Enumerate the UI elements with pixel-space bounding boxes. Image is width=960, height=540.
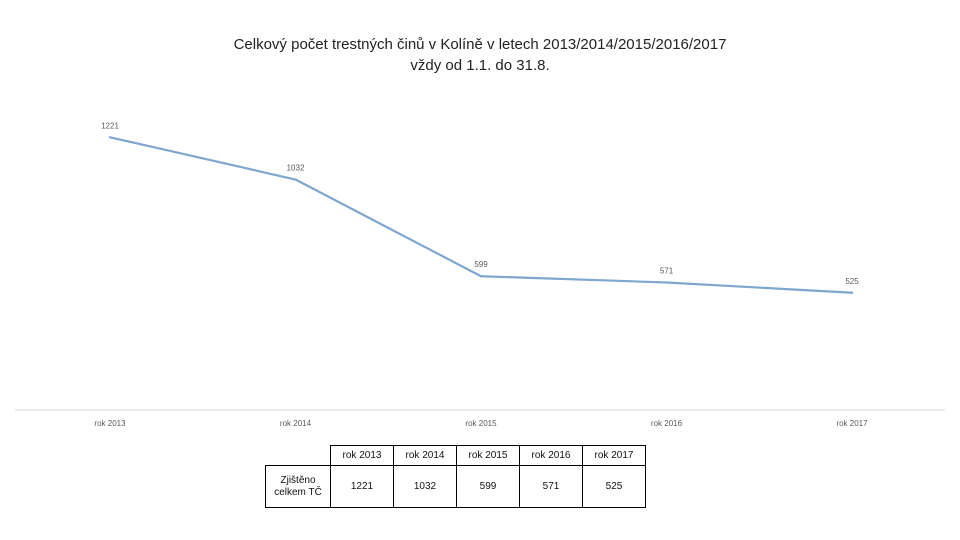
x-tick-label: rok 2014 bbox=[280, 419, 312, 428]
data-label: 1221 bbox=[101, 121, 119, 130]
data-point bbox=[665, 281, 668, 284]
table-row: Zjištěno celkem TČ 1221 1032 599 571 525 bbox=[265, 465, 646, 508]
data-point bbox=[850, 291, 854, 294]
table-header-cell: rok 2013 bbox=[330, 445, 394, 466]
data-point bbox=[479, 275, 483, 278]
chart-title: Celkový počet trestných činů v Kolíně v … bbox=[0, 34, 960, 76]
table-header-cell: rok 2015 bbox=[456, 445, 520, 466]
x-tick-label: rok 2016 bbox=[651, 419, 683, 428]
series-line bbox=[109, 136, 853, 294]
x-tick-label: rok 2015 bbox=[465, 419, 497, 428]
table-header-cell: rok 2014 bbox=[393, 445, 457, 466]
chart-title-line: Celkový počet trestných činů v Kolíně v … bbox=[233, 36, 727, 53]
x-tick-label: rok 2013 bbox=[94, 419, 126, 428]
x-tick-label: rok 2017 bbox=[836, 419, 868, 428]
chart-subtitle-line: vždy od 1.1. do 31.8. bbox=[410, 57, 550, 74]
table-header-cell: rok 2016 bbox=[519, 445, 583, 466]
table-row-label: Zjištěno celkem TČ bbox=[265, 465, 331, 508]
data-label: 1032 bbox=[287, 164, 305, 173]
table-value-cell: 1221 bbox=[330, 465, 394, 508]
series-layer bbox=[108, 136, 854, 294]
data-point bbox=[294, 178, 297, 181]
table-corner-cell bbox=[265, 445, 331, 466]
table-value-cell: 1032 bbox=[393, 465, 457, 508]
table-value-cell: 571 bbox=[519, 465, 583, 508]
data-label: 599 bbox=[474, 260, 488, 269]
table-value-cell: 599 bbox=[456, 465, 520, 508]
data-table: rok 2013 rok 2014 rok 2015 rok 2016 rok … bbox=[265, 445, 646, 508]
data-label: 525 bbox=[845, 277, 859, 286]
row-label-line-1: Zjištěno bbox=[280, 474, 316, 486]
data-point bbox=[108, 136, 112, 139]
table-value-cell: 525 bbox=[582, 465, 646, 508]
table-header-cell: rok 2017 bbox=[582, 445, 646, 466]
row-label-line-2: celkem TČ bbox=[274, 486, 322, 498]
x-tick-labels-layer: rok 2013 rok 2014 rok 2015 rok 2016 rok 2017 bbox=[94, 419, 868, 428]
value-labels-layer: 1221 1032 599 571 525 bbox=[101, 121, 859, 285]
table-header-row: rok 2013 rok 2014 rok 2015 rok 2016 rok … bbox=[265, 445, 646, 466]
data-label: 571 bbox=[660, 266, 674, 275]
